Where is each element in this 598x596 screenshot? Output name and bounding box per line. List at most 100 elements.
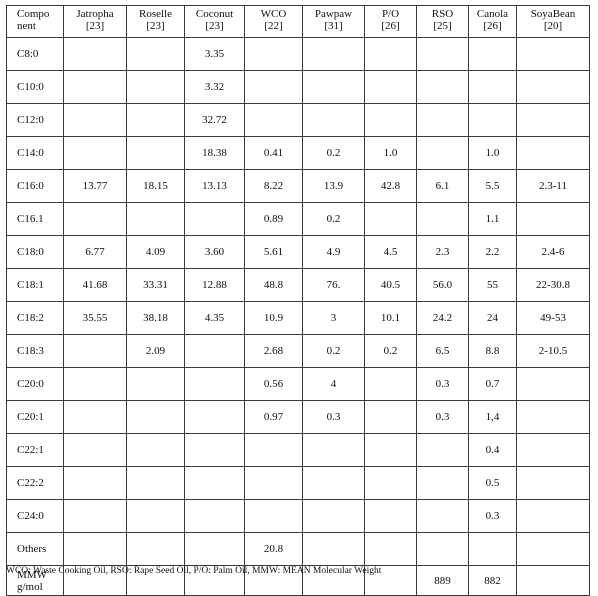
table-cell [416,499,469,533]
table-cell: 41.68 [63,268,127,302]
row-label-cell: C20:0 [6,367,64,401]
table-row: C22:1 0.4 [6,433,590,467]
table-cell: 38.18 [126,301,185,335]
table-cell: 1.0 [468,136,517,170]
row-label-cell: C18:0 [6,235,64,269]
table-cell [302,499,365,533]
table-cell [516,466,590,500]
table-cell [516,70,590,104]
table-cell: 33.31 [126,268,185,302]
table-cell [244,70,303,104]
table-cell [468,103,517,137]
table-cell [63,466,127,500]
table-cell: 55 [468,268,517,302]
table-cell: 3.60 [184,235,245,269]
table-cell: 20.8 [244,532,303,566]
table-cell [126,202,185,236]
table-cell [126,37,185,71]
table-cell [126,532,185,566]
row-label-cell: C22:2 [6,466,64,500]
table-cell [516,367,590,401]
table-cell [63,367,127,401]
table-cell [63,103,127,137]
table-cell [364,103,417,137]
table-cell [184,532,245,566]
row-label-cell: C10:0 [6,70,64,104]
table-cell [468,532,517,566]
table-cell [126,433,185,467]
table-header-row: Compo nent Jatropha [23] Roselle [23] Cocon… [6,5,590,38]
table-cell [302,103,365,137]
table-cell [244,103,303,137]
table-cell: 2.3 [416,235,469,269]
table-cell [63,499,127,533]
table-row: C12:0 32.72 [6,103,590,137]
table-cell: 0.56 [244,367,303,401]
row-label-cell: C24:0 [6,499,64,533]
table-cell [244,466,303,500]
table-cell [63,334,127,368]
table-cell [63,532,127,566]
table-cell [364,433,417,467]
row-label-cell: C18:1 [6,268,64,302]
table-cell: 48.8 [244,268,303,302]
header-soyabean: SoyaBean [20] [516,5,590,38]
table-cell: 13.9 [302,169,365,203]
table-cell [126,466,185,500]
table-cell [516,499,590,533]
table-cell [244,433,303,467]
table-cell: 0.2 [302,136,365,170]
table-cell [416,37,469,71]
table-row: C16.1 0.89 0.2 1.1 [6,202,590,236]
table-cell [126,400,185,434]
table-cell: 2.4-6 [516,235,590,269]
document-page: Compo nent Jatropha [23] Roselle [23] Cocon… [6,5,590,596]
table-cell: 40.5 [364,268,417,302]
table-cell: 22-30.8 [516,268,590,302]
table-cell: 0.2 [302,202,365,236]
table-cell [63,37,127,71]
row-label-cell: C18:2 [6,301,64,335]
table-cell [468,37,517,71]
table-cell: 0.97 [244,400,303,434]
table-cell: 2.68 [244,334,303,368]
table-cell: 24 [468,301,517,335]
table-cell [516,532,590,566]
table-cell: 2.3-11 [516,169,590,203]
table-cell [516,136,590,170]
row-label-cell: C16:0 [6,169,64,203]
table-cell: 6.1 [416,169,469,203]
header-component: Compo nent [6,5,64,38]
table-cell [364,400,417,434]
table-row: C8:0 3.35 [6,37,590,71]
table-cell [184,400,245,434]
table-cell: 3.32 [184,70,245,104]
table-row: C22:2 0.5 [6,466,590,500]
table-cell [364,499,417,533]
table-cell: 4.5 [364,235,417,269]
table-row: C18:2 35.55 38.18 4.35 10.9 3 10.1 24.2 24 49-53 [6,301,590,335]
table-cell: 0.2 [302,334,365,368]
header-pawpaw: Pawpaw [31] [302,5,365,38]
table-cell [516,433,590,467]
table-cell: 3 [302,301,365,335]
table-cell: 0.3 [416,367,469,401]
table-cell [184,466,245,500]
table-cell: 13.13 [184,169,245,203]
table-cell: 5.5 [468,169,517,203]
table-cell [302,433,365,467]
table-cell [63,136,127,170]
row-label-cell: C20:1 [6,400,64,434]
table-cell: 42.8 [364,169,417,203]
table-cell: 4.35 [184,301,245,335]
table-cell [416,70,469,104]
table-row: Others 20.8 [6,532,590,566]
row-label-cell: C22:1 [6,433,64,467]
table-cell [126,103,185,137]
table-row: C10:0 3.32 [6,70,590,104]
table-row: C20:1 0.97 0.3 0.3 1,4 [6,400,590,434]
table-cell [416,202,469,236]
header-coconut: Coconut [23] [184,5,245,38]
table-cell [63,433,127,467]
table-cell: 0.3 [302,400,365,434]
